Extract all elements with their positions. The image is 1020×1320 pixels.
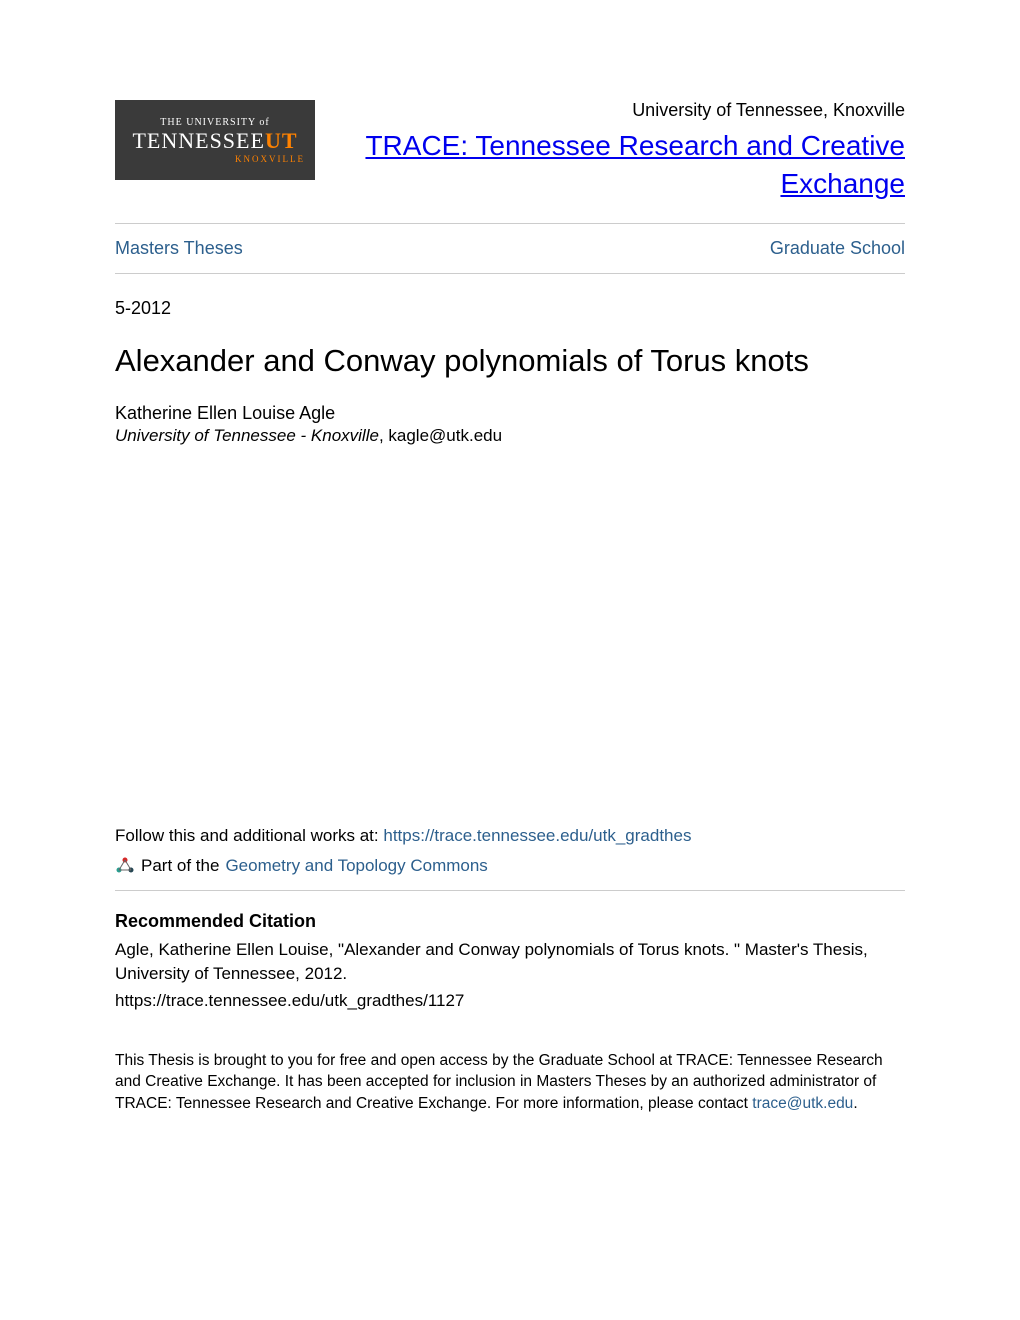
citation-text: Agle, Katherine Ellen Louise, "Alexander… [115,938,905,987]
divider-citation [115,890,905,891]
vertical-spacer [115,446,905,826]
commons-network-icon [115,856,135,876]
logo-line2: TENNESSEEUT [132,128,297,154]
commons-line: Part of the Geometry and Topology Common… [115,856,905,876]
footer-contact-email[interactable]: trace@utk.edu [752,1095,853,1112]
breadcrumb-right[interactable]: Graduate School [770,238,905,259]
divider-top [115,223,905,224]
trace-title[interactable]: TRACE: Tennessee Research and Creative E… [355,127,905,203]
commons-link[interactable]: Geometry and Topology Commons [225,856,487,876]
header: THE UNIVERSITY of TENNESSEEUT KNOXVILLE … [115,100,905,203]
divider-bottom [115,273,905,274]
author-email: , kagle@utk.edu [379,426,502,445]
footer-access-statement: This Thesis is brought to you for free a… [115,1050,905,1115]
follow-works-line: Follow this and additional works at: htt… [115,826,905,846]
ut-logo: THE UNIVERSITY of TENNESSEEUT KNOXVILLE [115,100,315,180]
citation-heading: Recommended Citation [115,911,905,932]
publication-date: 5-2012 [115,298,905,319]
paper-title: Alexander and Conway polynomials of Toru… [115,343,905,379]
logo-line1: THE UNIVERSITY of [160,117,269,128]
follow-url[interactable]: https://trace.tennessee.edu/utk_gradthes [383,826,691,845]
institution-name: University of Tennessee, Knoxville [355,100,905,121]
trace-link[interactable]: TRACE: Tennessee Research and Creative E… [365,130,905,199]
author-affiliation: University of Tennessee - Knoxville, kag… [115,426,905,446]
footer-after: . [853,1095,857,1112]
header-text: University of Tennessee, Knoxville TRACE… [355,100,905,203]
follow-prefix: Follow this and additional works at: [115,826,383,845]
author-name: Katherine Ellen Louise Agle [115,403,905,424]
commons-prefix: Part of the [141,856,219,876]
logo-line3: KNOXVILLE [235,154,305,164]
citation-url: https://trace.tennessee.edu/utk_gradthes… [115,989,905,1014]
breadcrumb: Masters Theses Graduate School [115,238,905,259]
author-institution: University of Tennessee - Knoxville [115,426,379,445]
breadcrumb-left[interactable]: Masters Theses [115,238,243,259]
